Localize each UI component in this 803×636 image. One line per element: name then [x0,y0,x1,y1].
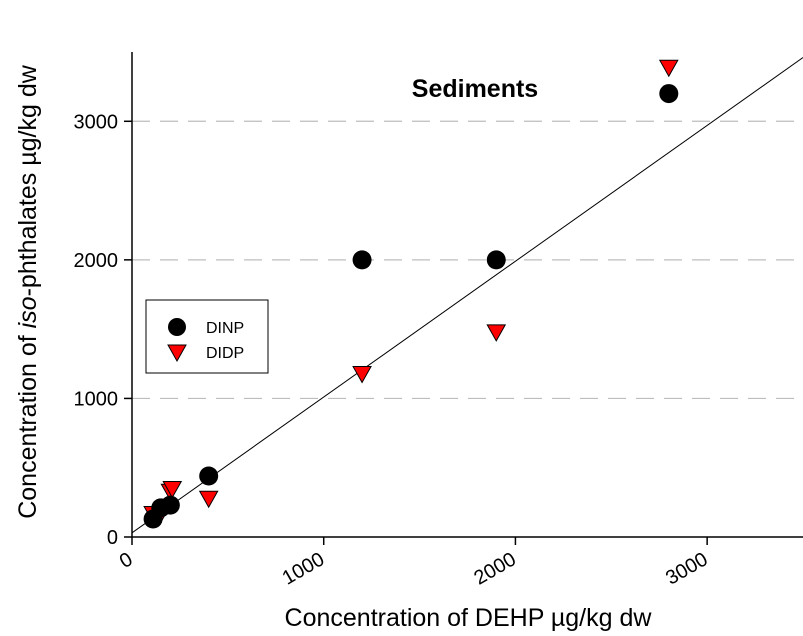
dinp-point-4 [352,250,372,270]
didp-point-6 [486,324,507,342]
legend-dinp-marker [168,318,186,336]
dinp-point-5 [486,250,506,270]
didp-point-3 [162,481,183,499]
didp-point-7 [658,59,679,78]
data-points [143,59,679,529]
x-tick-label-1000: 1000 [279,548,329,589]
legend: DINP DIDP [145,299,269,374]
legend-didp-marker [167,344,187,363]
y-tick-label-2000: 2000 [74,250,119,272]
y-tick-label-3000: 3000 [74,111,119,133]
y-tick-label-1000: 1000 [74,388,119,410]
legend-didp-label: DIDP [206,345,244,362]
x-tick-label-3000: 3000 [662,548,712,589]
fit-line-group [131,57,803,534]
x-tick-label-2000: 2000 [470,548,520,589]
legend-box [145,299,269,374]
legend-dinp-label: DINP [206,320,244,337]
y-axis-title-part-1: Concentration of [14,328,42,518]
x-axis-title: Concentration of DEHP µg/kg dw [285,604,653,632]
y-axis-title: Concentration of iso-phthalates µg/kg dw [14,64,42,519]
didp-point-5 [352,365,372,384]
y-tick-label-0: 0 [107,527,118,549]
didp-point-4 [198,490,219,509]
dinp-point-2 [160,495,180,515]
y-axis-title-part-iso: iso [14,296,42,328]
fit-line [131,57,803,534]
chart-title: Sediments [412,75,538,103]
y-axis-title-part-2: -phthalates µg/kg dw [14,64,42,296]
dinp-point-6 [659,84,679,104]
x-tick-label-0: 0 [116,548,137,573]
dinp-point-3 [199,466,219,486]
